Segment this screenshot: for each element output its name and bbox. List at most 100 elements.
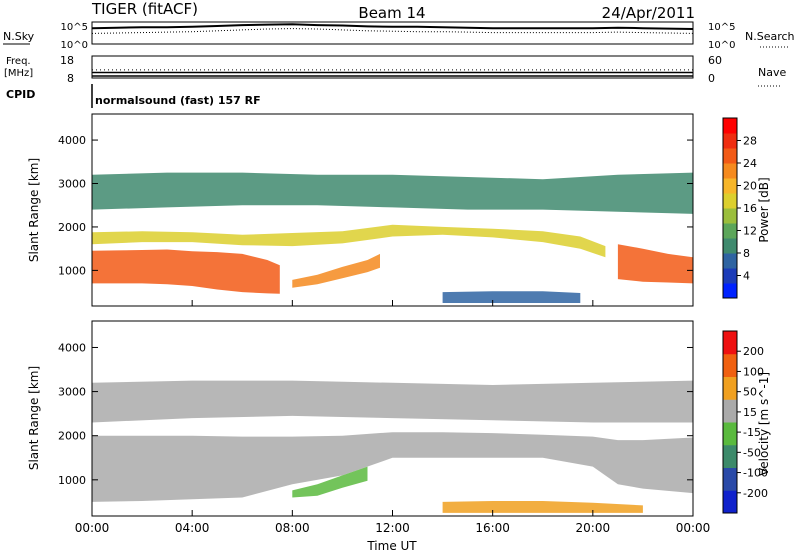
colorbar-swatch: [723, 268, 737, 284]
freq-label: Freq.: [6, 56, 31, 67]
x-tick-label: 08:00: [275, 521, 310, 535]
band-ground-floor: [442, 291, 581, 303]
colorbar-swatch: [723, 283, 737, 299]
x-tick-label: 12:00: [375, 521, 410, 535]
colorbar-swatch: [723, 353, 737, 377]
nsky-tick-low: 10^0: [61, 40, 88, 51]
colorbar-swatch: [723, 223, 737, 239]
band-main-ionospheric-band: [92, 224, 606, 258]
colorbar-swatch: [723, 253, 737, 269]
date-title: 24/Apr/2011: [602, 4, 695, 22]
y-tick-label: 2000: [58, 221, 86, 234]
cpid-label: CPID: [6, 88, 35, 101]
colorbar-swatch: [723, 422, 737, 446]
velocity-yticks: 1000 2000 3000 4000: [58, 341, 693, 487]
noise-panel: N.Sky 10^5 10^0 10^5 10^0 N.Search: [3, 21, 795, 51]
colorbar-swatch: [723, 490, 737, 514]
colorbar-swatch: [723, 148, 737, 164]
power-yticks: 1000 2000 3000 4000: [58, 134, 693, 277]
colorbar-swatch: [723, 467, 737, 491]
colorbar-tick-label: 4: [743, 270, 750, 283]
colorbar-tick-label: -50: [743, 446, 761, 459]
band-bottom-sparse: [442, 501, 643, 513]
x-tick-label: 04:00: [175, 521, 210, 535]
colorbar-tick-label: 20: [743, 180, 757, 193]
cpid-text: normalsound (fast) 157 RF: [95, 94, 261, 107]
x-tick-label: 00:00: [676, 521, 711, 535]
colorbar-tick-label: 100: [743, 365, 764, 378]
y-tick-label: 3000: [58, 386, 86, 399]
nsearch-label: N.Search: [745, 30, 795, 43]
freq-frame: [91, 55, 694, 79]
noise-sky-line: [91, 23, 694, 30]
velocity-panel: 1000 2000 3000 4000 00:00 04:00 08:00 12:00 16:…: [27, 300, 771, 553]
band-upper-sparse: [92, 380, 693, 423]
colorbar-tick-label: 24: [743, 157, 757, 170]
colorbar-swatch: [723, 193, 737, 209]
y-tick-label: 2000: [58, 430, 86, 443]
colorbar-tick-label: 16: [743, 202, 757, 215]
y-tick-label: 1000: [58, 474, 86, 487]
colorbar-swatch: [723, 163, 737, 179]
power-panel: 1000 2000 3000 4000 Slant Range [km] 28 24 20…: [27, 113, 771, 307]
velocity-xlabel: Time UT: [366, 539, 417, 553]
colorbar-frame: [722, 330, 738, 514]
colorbar-swatch: [723, 133, 737, 149]
nsearch-tick-low: 10^0: [708, 40, 735, 51]
colorbar-swatch: [723, 238, 737, 254]
freq-tick-low: 8: [67, 72, 74, 85]
freq-unit-label: [MHz]: [4, 68, 33, 79]
colorbar-swatch: [723, 444, 737, 468]
nave-tick-low: 0: [708, 72, 715, 85]
nave-label: Nave: [758, 66, 786, 79]
colorbar-swatch: [723, 208, 737, 224]
band-near-range-red: [92, 249, 280, 294]
nsky-tick-high: 10^5: [61, 22, 88, 33]
x-tick-label: 20:00: [576, 521, 611, 535]
nsky-label: N.Sky: [3, 30, 35, 43]
nave-tick-high: 60: [708, 54, 722, 67]
colorbar-tick-label: -100: [743, 467, 768, 480]
band-upper-scatter: [92, 172, 693, 214]
colorbar-tick-label: 50: [743, 386, 757, 399]
noise-search-line: [91, 28, 694, 34]
colorbar-swatch: [723, 376, 737, 400]
velocity-bands: [92, 380, 693, 513]
power-colorbar-label: Power [dB]: [757, 177, 771, 242]
velocity-xticks: 00:00 04:00 08:00 12:00 16:00 20:00 00:00: [75, 300, 711, 535]
beam-title: Beam 14: [358, 4, 425, 22]
colorbar-tick-label: -200: [743, 487, 768, 500]
colorbar-tick-label: 12: [743, 225, 757, 238]
colorbar-tick-label: -15: [743, 426, 761, 439]
power-bands: [92, 172, 693, 303]
y-tick-label: 3000: [58, 178, 86, 191]
band-green-arc: [292, 466, 368, 498]
colorbar-swatch: [723, 118, 737, 134]
band-gray-ground-scatter: [92, 432, 693, 502]
colorbar-tick-label: 8: [743, 247, 750, 260]
velocity-colorbar-label: Velocity [m s^-1]: [757, 372, 771, 476]
band-evening-red: [617, 244, 693, 284]
band-midday-arc: [292, 253, 380, 288]
freq-tick-high: 18: [60, 54, 74, 67]
colorbar-tick-label: 28: [743, 135, 757, 148]
station-title: TIGER (fitACF): [91, 0, 198, 18]
colorbar-swatch: [723, 399, 737, 423]
colorbar-tick-label: 200: [743, 345, 764, 358]
velocity-colorbar: 200 100 50 15 -15 -50 -100 -200: [722, 330, 768, 514]
x-tick-label: 00:00: [75, 521, 110, 535]
colorbar-swatch: [723, 178, 737, 194]
colorbar-swatch: [723, 331, 737, 355]
y-tick-label: 1000: [58, 264, 86, 277]
x-tick-label: 16:00: [475, 521, 510, 535]
colorbar-tick-label: 15: [743, 406, 757, 419]
nsearch-tick-high: 10^5: [708, 22, 735, 33]
velocity-ylabel: Slant Range [km]: [27, 366, 41, 470]
freq-panel: Freq. [MHz] 18 8 60 0 Nave CPID normalso…: [4, 54, 786, 108]
power-colorbar: 28 24 20 16 12 8 4: [722, 117, 757, 299]
y-tick-label: 4000: [58, 134, 86, 147]
y-tick-label: 4000: [58, 341, 86, 354]
power-ylabel: Slant Range [km]: [27, 158, 41, 262]
noise-frame: [91, 21, 694, 45]
